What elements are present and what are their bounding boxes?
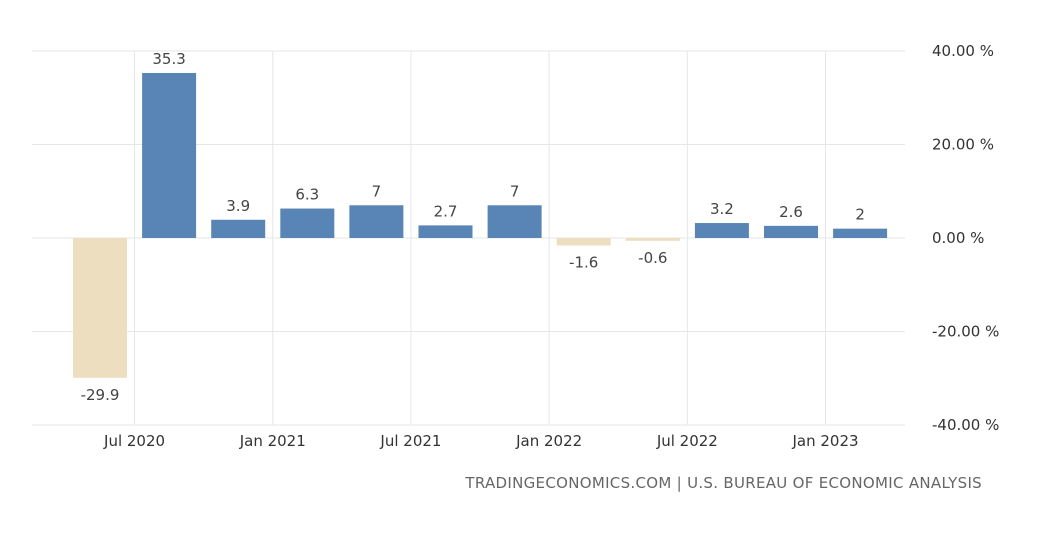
source-credit: TRADINGECONOMICS.COM | U.S. BUREAU OF EC…: [465, 474, 982, 492]
bar-value-label: 7: [372, 182, 382, 200]
bar-2021-q2: [349, 205, 404, 238]
bar-value-label: 2: [855, 206, 865, 224]
y-tick-label: -20.00 %: [932, 323, 999, 341]
bar-2020-q3: [142, 72, 197, 238]
x-tick-label: Jul 2020: [103, 432, 165, 450]
bar-2022-q3: [694, 223, 749, 238]
y-tick-label: -40.00 %: [932, 416, 999, 434]
x-tick-label: Jan 2022: [515, 432, 582, 450]
y-tick-label: 0.00 %: [932, 229, 984, 247]
bar-2020-q2: [73, 238, 127, 378]
bar-value-label: 3.2: [710, 200, 734, 218]
bar-value-label: 2.6: [779, 203, 803, 221]
bar-value-label: 6.3: [295, 186, 319, 204]
bar-2021-q3: [418, 225, 473, 238]
bar-value-label: 2.7: [434, 202, 458, 220]
bars: [73, 72, 888, 378]
x-tick-label: Jan 2023: [792, 432, 859, 450]
x-tick-label: Jul 2021: [379, 432, 441, 450]
bar-2020-q4: [211, 219, 266, 238]
bar-2022-q4: [764, 225, 818, 238]
x-tick-label: Jan 2021: [239, 432, 306, 450]
x-axis-ticks: Jul 2020 Jan 2021 Jul 2021 Jan 2022 Jul 2022…: [103, 432, 859, 450]
data-labels: -29.9 35.3 3.9 6.3 7 2.7 7 -1.6 -0.6 3.2 2.6 2: [81, 50, 865, 404]
bar-2023-q1: [833, 228, 888, 238]
bar-2021-q1: [280, 208, 335, 238]
x-tick-label: Jul 2022: [656, 432, 718, 450]
y-axis-ticks: 40.00 % 20.00 % 0.00 % -20.00 % -40.00 %: [932, 42, 999, 434]
bar-2022-q1: [556, 238, 611, 246]
bar-value-label: -1.6: [569, 253, 598, 271]
bar-value-label: -29.9: [81, 386, 120, 404]
y-tick-label: 20.00 %: [932, 136, 994, 154]
y-tick-label: 40.00 %: [932, 42, 994, 60]
bar-value-label: 7: [510, 182, 520, 200]
bar-value-label: 35.3: [152, 50, 185, 68]
bar-value-label: 3.9: [226, 197, 250, 215]
bar-value-label: -0.6: [638, 249, 667, 267]
bar-2021-q4: [487, 205, 542, 238]
bar-2022-q2: [625, 238, 680, 241]
